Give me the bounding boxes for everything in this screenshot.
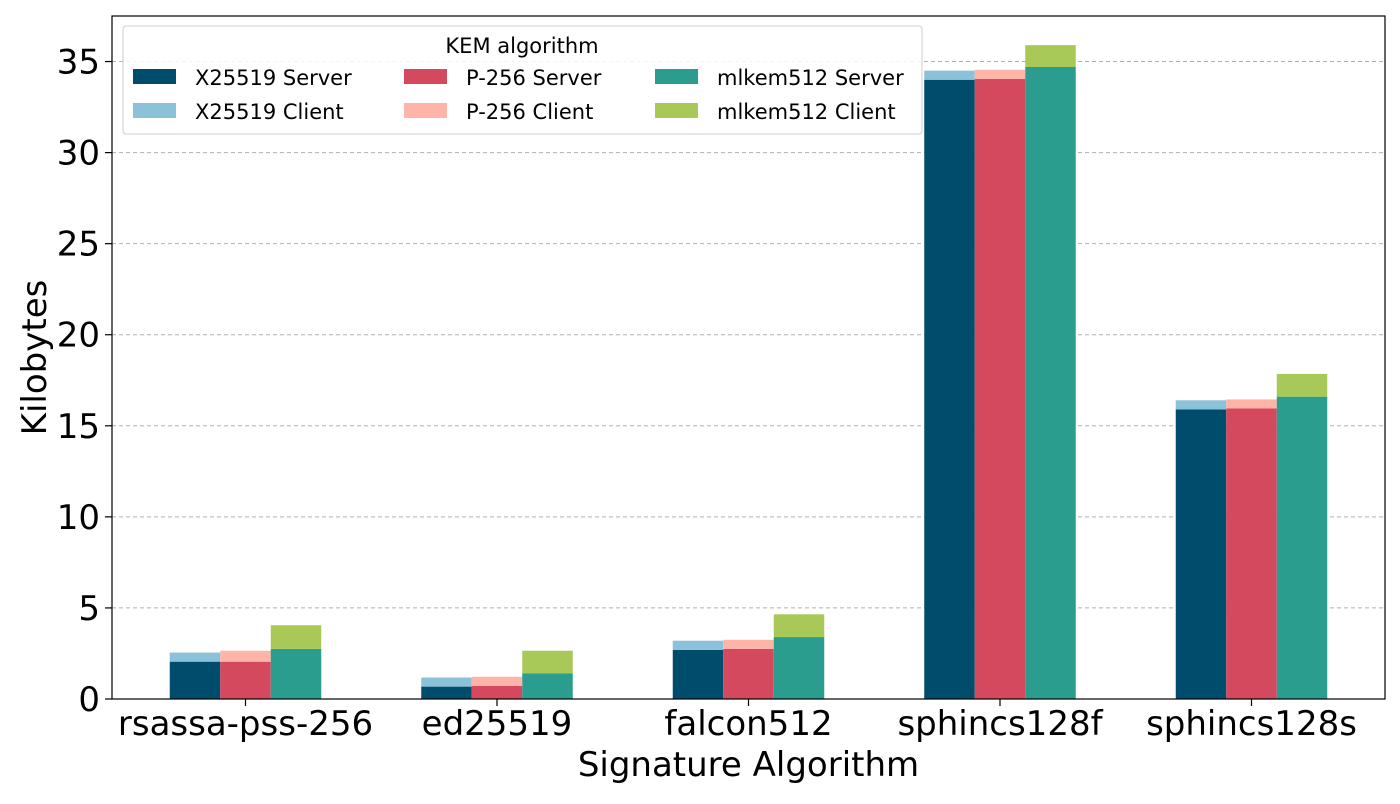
bars [169, 45, 1328, 700]
y-tick-label: 25 [57, 225, 100, 265]
y-axis-label: Kilobytes [15, 280, 55, 436]
bar-X25519-client [924, 70, 975, 80]
bar-mlkem512-server [522, 673, 573, 699]
bar-P-256-client [1226, 399, 1277, 409]
bar-mlkem512-server [1276, 396, 1328, 699]
x-tick-label: sphincs128s [1146, 704, 1357, 744]
legend-label-mlkem512-client: mlkem512 Client [717, 100, 896, 124]
x-tick-label: rsassa-pss-256 [118, 704, 373, 744]
y-tick-label: 15 [57, 407, 100, 447]
legend-swatch-mlkem512-server [655, 69, 698, 84]
bar-P-256-client [723, 639, 774, 649]
bar-X25519-client [169, 652, 221, 662]
bar-mlkem512-client [1025, 45, 1076, 67]
legend: KEM algorithm X25519 Server X25519 Client… [122, 25, 923, 135]
legend-swatch-X25519-client [133, 103, 176, 118]
bar-X25519-server [169, 661, 221, 699]
y-tick-label: 10 [57, 498, 100, 538]
bar-P-256-client [974, 69, 1026, 79]
legend-label-X25519-client: X25519 Client [195, 100, 344, 124]
x-axis-label: Signature Algorithm [578, 745, 919, 785]
x-tick-label: sphincs128f [897, 704, 1103, 744]
bar-P-256-client [471, 676, 523, 686]
legend-label-mlkem512-server: mlkem512 Server [717, 66, 904, 90]
legend-swatch-P-256-server [404, 69, 447, 84]
y-tick-label: 5 [78, 589, 100, 629]
y-tick-label: 20 [57, 316, 100, 356]
bar-X25519-server [924, 79, 975, 700]
bar-X25519-server [421, 686, 472, 699]
bar-P-256-server [471, 685, 523, 699]
y-tick-label: 30 [57, 134, 100, 174]
bar-mlkem512-server [1025, 66, 1076, 700]
bar-P-256-server [220, 661, 271, 699]
legend-swatch-mlkem512-client [655, 103, 698, 118]
bar-X25519-client [421, 677, 472, 687]
y-tick-label: 35 [57, 43, 100, 83]
y-axis: 0 5 10 15 20 25 30 35 [57, 43, 112, 720]
bar-mlkem512-client [522, 650, 573, 674]
bar-X25519-server [672, 649, 724, 699]
bar-P-256-server [974, 78, 1026, 699]
x-tick-label: ed25519 [422, 704, 573, 744]
bar-mlkem512-server [773, 637, 825, 699]
legend-label-P-256-client: P-256 Client [466, 100, 593, 124]
legend-box [122, 25, 923, 135]
bar-mlkem512-server [270, 648, 322, 699]
y-tick-label: 0 [78, 680, 100, 720]
bar-mlkem512-client [1276, 373, 1328, 397]
bar-P-256-server [1226, 408, 1277, 699]
legend-label-X25519-server: X25519 Server [195, 66, 352, 90]
bar-X25519-server [1175, 409, 1227, 699]
x-axis: rsassa-pss-256 ed25519 falcon512 sphincs128… [118, 699, 1357, 744]
bar-X25519-client [1175, 400, 1227, 410]
legend-items: X25519 Server X25519 Client P-256 Server P-… [133, 66, 904, 124]
bar-P-256-server [723, 648, 774, 699]
legend-title: KEM algorithm [445, 34, 598, 58]
legend-swatch-P-256-client [404, 103, 447, 118]
legend-swatch-X25519-server [133, 69, 176, 84]
legend-label-P-256-server: P-256 Server [466, 66, 602, 90]
x-tick-label: falcon512 [664, 704, 832, 744]
bar-mlkem512-client [270, 625, 322, 649]
bar-X25519-client [672, 640, 724, 650]
bar-P-256-client [220, 650, 271, 662]
bar-mlkem512-client [773, 614, 825, 638]
